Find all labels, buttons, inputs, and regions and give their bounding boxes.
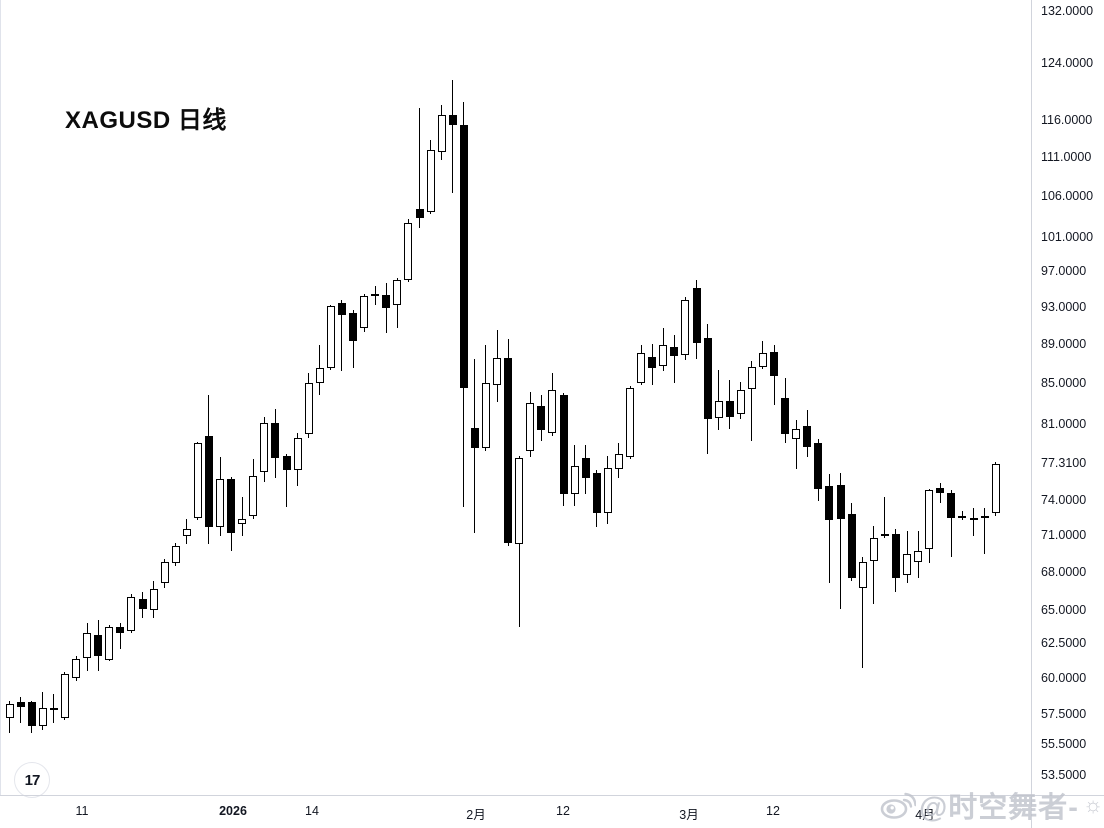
price-axis-label: 132.0000 xyxy=(1041,3,1094,18)
price-axis-label: 106.0000 xyxy=(1041,189,1094,204)
tradingview-logo-glyph: 17 xyxy=(24,771,41,789)
current-price-label: 77.3100 xyxy=(1041,456,1087,471)
tradingview-logo[interactable]: 17 xyxy=(14,762,50,798)
price-axis-label: 116.0000 xyxy=(1041,112,1093,127)
price-axis-separator xyxy=(1031,0,1032,828)
time-axis-separator xyxy=(0,795,1104,796)
price-axis-label: 62.5000 xyxy=(1041,636,1087,650)
price-axis-label: 93.0000 xyxy=(1041,299,1087,314)
price-axis-label: 55.5000 xyxy=(1041,736,1087,751)
price-axis-label: 124.0000 xyxy=(1041,56,1094,71)
time-axis-label: 2026 xyxy=(219,804,247,818)
price-axis-label: 60.0000 xyxy=(1041,670,1087,685)
price-axis-label: 71.0000 xyxy=(1041,528,1087,543)
chart-title: XAGUSD 日线 xyxy=(65,107,227,134)
time-axis-label: 14 xyxy=(305,804,319,818)
price-axis-label: 74.0000 xyxy=(1041,493,1087,508)
price-axis-label: 65.0000 xyxy=(1041,602,1087,617)
price-axis-label: 111.0000 xyxy=(1041,150,1092,165)
time-axis-label: 2月 xyxy=(466,808,486,822)
price-axis-label: 68.0000 xyxy=(1041,564,1087,579)
time-axis-label: 12 xyxy=(556,804,570,818)
time-axis-label: 11 xyxy=(75,804,89,818)
time-axis-label: 12 xyxy=(766,804,780,818)
price-axis-label: 85.0000 xyxy=(1041,375,1087,390)
chart-pane[interactable]: XAGUSD 日线 17 xyxy=(0,0,1032,798)
time-axis-label: 4月 xyxy=(915,808,935,822)
price-axis-label: 53.5000 xyxy=(1041,767,1087,782)
price-axis-label: 97.0000 xyxy=(1041,264,1087,279)
price-axis-label: 57.5000 xyxy=(1041,706,1087,721)
time-axis-label: 3月 xyxy=(679,808,699,822)
price-axis-label: 89.0000 xyxy=(1041,337,1087,351)
price-axis-label: 101.0000 xyxy=(1041,230,1094,244)
price-axis-label: 81.0000 xyxy=(1041,416,1087,431)
